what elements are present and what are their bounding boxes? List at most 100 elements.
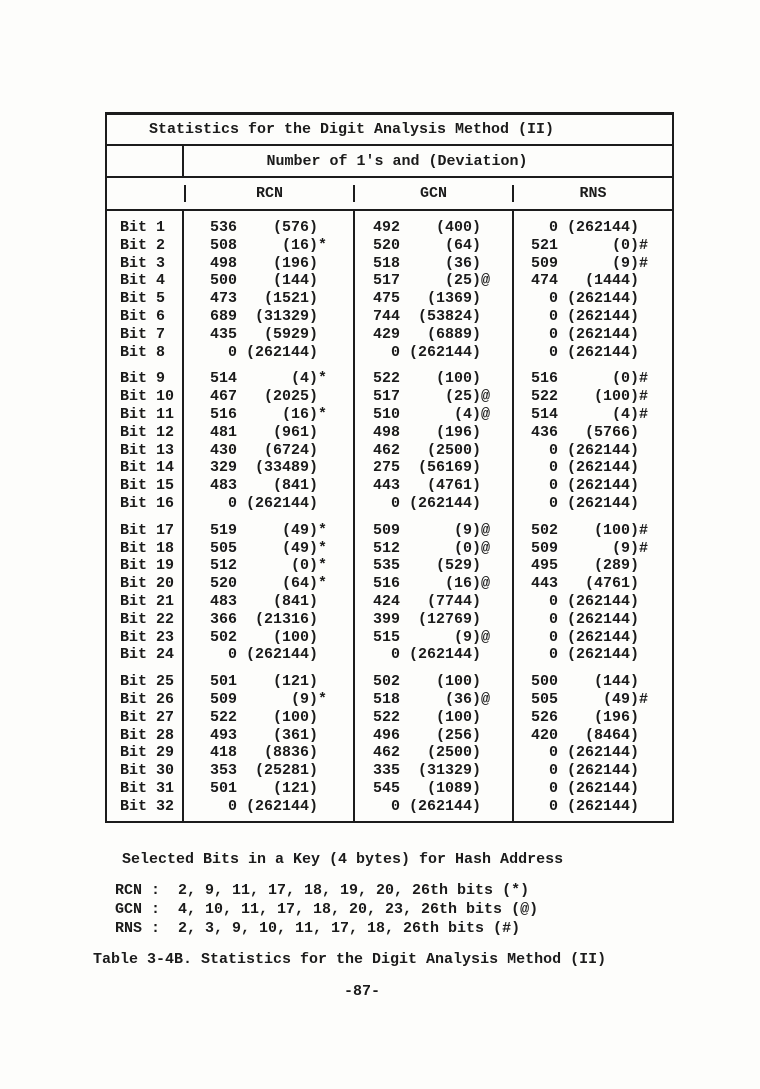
- bit-group-bit: Bit 1 Bit 2 Bit 3 Bit 4 Bit 5 Bit 6 Bit 7 Bit 8: [120, 219, 182, 361]
- rcn-cell: 481 (961): [209, 423, 327, 441]
- bit-row-label: Bit 6: [120, 307, 166, 325]
- rns-cell: 443 (4761): [530, 575, 648, 593]
- rns-cell: 0 (262144): [530, 441, 648, 459]
- bit-row-label: Bit 2: [120, 236, 166, 254]
- gcn-cell: 517 (25)@: [372, 272, 490, 290]
- bit-row-label: Bit 26: [120, 690, 175, 708]
- rns-cell: 526 (196): [530, 708, 648, 726]
- rns-cell: 0 (262144): [530, 325, 648, 343]
- rcn-cell: 512 (0)*: [209, 557, 327, 575]
- rcn-cell: 505 (49)*: [209, 539, 327, 557]
- rcn-cell: 483 (841): [209, 592, 327, 610]
- rns-cell: 514 (4)#: [530, 405, 648, 423]
- gcn-cell: 275 (56169): [372, 459, 490, 477]
- gcn-cell: 520 (64): [372, 236, 490, 254]
- rns-cell: 474 (1444): [530, 272, 648, 290]
- page-number: -87-: [344, 983, 381, 1000]
- rcn-cell: 418 (8836): [209, 744, 327, 762]
- gcn-cell: 744 (53824): [372, 307, 490, 325]
- bit-row-label: Bit 12: [120, 423, 175, 441]
- gcn-cell: 496 (256): [372, 726, 490, 744]
- rcn-cell: 689 (31329): [209, 307, 327, 325]
- rns-cell: 0 (262144): [530, 592, 648, 610]
- bit-row-label: Bit 21: [120, 592, 175, 610]
- rns-cell: 0 (262144): [530, 477, 648, 495]
- rcn-cell: 0 (262144): [209, 797, 327, 815]
- bit-row-label: Bit 14: [120, 459, 175, 477]
- bit-row-label: Bit 16: [120, 494, 175, 512]
- rns-cell: 502 (100)#: [530, 521, 648, 539]
- rcn-cell: 473 (1521): [209, 290, 327, 308]
- rcn-cell: 514 (4)*: [209, 370, 327, 388]
- rcn-cell: 0 (262144): [209, 646, 327, 664]
- rns-cell: 0 (262144): [530, 797, 648, 815]
- rns-cell: 0 (262144): [530, 307, 648, 325]
- column-header-rcn: RCN: [184, 185, 353, 202]
- bit-row-label: Bit 7: [120, 325, 166, 343]
- gcn-cell: 429 (6889): [372, 325, 490, 343]
- table-subtitle: Number of 1's and (Deviation): [266, 152, 528, 170]
- gcn-cell: 502 (100): [372, 673, 490, 691]
- bit-group-rns: 502 (100)# 509 (9)# 495 (289) 443 (4761) 0…: [514, 522, 672, 664]
- bit-row-label: Bit 28: [120, 726, 175, 744]
- bit-row-label: Bit 30: [120, 762, 175, 780]
- table-title: Statistics for the Digit Analysis Method…: [148, 121, 555, 138]
- column-header-row: RCN GCN RNS: [107, 178, 672, 211]
- bit-row-label: Bit 4: [120, 272, 166, 290]
- selected-bits-heading: Selected Bits in a Key (4 bytes) for Has…: [122, 851, 564, 868]
- gcn-cell: 475 (1369): [372, 290, 490, 308]
- bit-group-rns: 0 (262144) 521 (0)# 509 (9)# 474 (1444) 0 …: [514, 219, 672, 361]
- gcn-cell: 0 (262144): [372, 343, 490, 361]
- rns-cell: 0 (262144): [530, 646, 648, 664]
- gcn-cell: 518 (36)@: [372, 690, 490, 708]
- gcn-cell: 515 (9)@: [372, 628, 490, 646]
- bit-label-column: Bit 1 Bit 2 Bit 3 Bit 4 Bit 5 Bit 6 Bit 7 Bit 8…: [107, 211, 184, 821]
- rcn-cell: 502 (100): [209, 628, 327, 646]
- bit-row-label: Bit 27: [120, 708, 175, 726]
- bit-group-bit: Bit 25 Bit 26 Bit 27 Bit 28 Bit 29 Bit 30 Bit …: [120, 673, 182, 815]
- rns-cell: 420 (8464): [530, 726, 648, 744]
- column-header-gcn: GCN: [353, 185, 512, 202]
- rcn-cell: 516 (16)*: [209, 405, 327, 423]
- bit-group-bit: Bit 9 Bit 10 Bit 11 Bit 12 Bit 13 Bit 14 Bit 1…: [120, 370, 182, 512]
- rns-cell: 0 (262144): [530, 459, 648, 477]
- bit-row-label: Bit 18: [120, 539, 175, 557]
- rcn-cell: 501 (121): [209, 779, 327, 797]
- key-line-rns: RNS : 2, 3, 9, 10, 11, 17, 18, 26th bits…: [115, 920, 521, 937]
- rns-cell: 0 (262144): [530, 494, 648, 512]
- table-body: Bit 1 Bit 2 Bit 3 Bit 4 Bit 5 Bit 6 Bit 7 Bit 8…: [107, 211, 672, 821]
- rcn-cell: 353 (25281): [209, 762, 327, 780]
- gcn-cell: 335 (31329): [372, 762, 490, 780]
- rcn-cell: 435 (5929): [209, 325, 327, 343]
- rns-cell: 0 (262144): [530, 779, 648, 797]
- gcn-cell: 399 (12769): [372, 610, 490, 628]
- rcn-cell: 501 (121): [209, 673, 327, 691]
- gcn-cell: 0 (262144): [372, 797, 490, 815]
- key-line-gcn: GCN : 4, 10, 11, 17, 18, 20, 23, 26th bi…: [115, 901, 539, 918]
- bit-row-label: Bit 19: [120, 557, 175, 575]
- bit-row-label: Bit 10: [120, 388, 175, 406]
- rcn-cell: 500 (144): [209, 272, 327, 290]
- gcn-column: 492 (400) 520 (64) 518 (36) 517 (25)@ 475…: [353, 211, 512, 821]
- bit-row-label: Bit 9: [120, 370, 166, 388]
- bit-row-label: Bit 23: [120, 628, 175, 646]
- rns-cell: 522 (100)#: [530, 388, 648, 406]
- gcn-cell: 517 (25)@: [372, 388, 490, 406]
- bit-row-label: Bit 11: [120, 405, 175, 423]
- rns-cell: 0 (262144): [530, 219, 648, 236]
- key-line-rcn: RCN : 2, 9, 11, 17, 18, 19, 20, 26th bit…: [115, 882, 530, 899]
- rns-cell: 0 (262144): [530, 762, 648, 780]
- bit-group-rns: 516 (0)# 522 (100)# 514 (4)# 436 (5766) 0 (…: [514, 370, 672, 512]
- bit-row-label: Bit 31: [120, 779, 175, 797]
- rns-cell: 509 (9)#: [530, 539, 648, 557]
- bit-group-rcn: 536 (576) 508 (16)* 498 (196) 500 (144) 4…: [184, 219, 353, 361]
- subtitle-stub-cell: [107, 146, 184, 176]
- bit-row-label: Bit 24: [120, 646, 175, 664]
- header-stub-cell: [107, 178, 184, 209]
- bit-row-label: Bit 13: [120, 441, 175, 459]
- gcn-cell: 0 (262144): [372, 646, 490, 664]
- bit-row-label: Bit 32: [120, 797, 175, 815]
- rcn-column: 536 (576) 508 (16)* 498 (196) 500 (144) 4…: [184, 211, 353, 821]
- rcn-cell: 536 (576): [209, 219, 327, 236]
- rcn-cell: 366 (21316): [209, 610, 327, 628]
